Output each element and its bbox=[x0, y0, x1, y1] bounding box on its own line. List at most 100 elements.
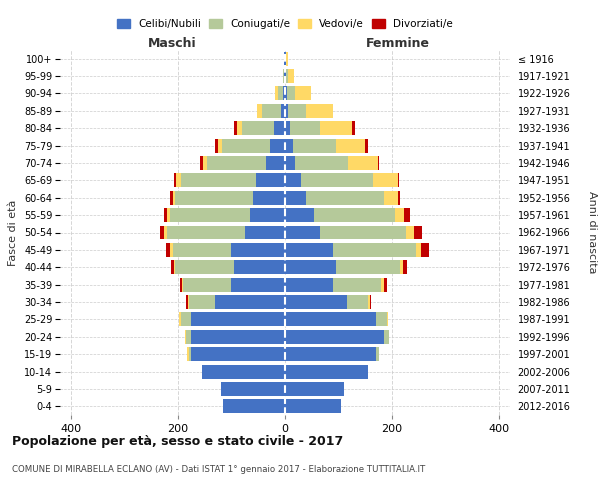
Bar bbox=[403, 260, 407, 274]
Text: Maschi: Maschi bbox=[148, 37, 197, 50]
Bar bbox=[270, 138, 285, 152]
Legend: Celibi/Nubili, Coniugati/e, Vedovi/e, Divorziati/e: Celibi/Nubili, Coniugati/e, Vedovi/e, Di… bbox=[117, 18, 453, 29]
Bar bbox=[262, 104, 281, 118]
Bar bbox=[368, 295, 370, 309]
Bar bbox=[290, 122, 320, 135]
Bar bbox=[188, 347, 191, 361]
Bar bbox=[286, 52, 287, 66]
Bar bbox=[284, 69, 285, 83]
Bar bbox=[333, 278, 382, 291]
Text: Popolazione per età, sesso e stato civile - 2017: Popolazione per età, sesso e stato civil… bbox=[12, 435, 343, 448]
Bar bbox=[187, 347, 188, 361]
Bar bbox=[176, 174, 181, 188]
Text: COMUNE DI MIRABELLA ECLANO (AV) - Dati ISTAT 1° gennaio 2017 - Elaborazione TUTT: COMUNE DI MIRABELLA ECLANO (AV) - Dati I… bbox=[12, 465, 425, 474]
Bar bbox=[285, 208, 314, 222]
Bar bbox=[416, 243, 421, 257]
Bar bbox=[170, 243, 173, 257]
Bar bbox=[284, 52, 285, 66]
Y-axis label: Fasce di età: Fasce di età bbox=[8, 200, 19, 266]
Bar bbox=[287, 104, 307, 118]
Bar bbox=[186, 330, 191, 344]
Bar bbox=[170, 208, 250, 222]
Bar bbox=[287, 69, 294, 83]
Bar bbox=[320, 122, 352, 135]
Bar bbox=[376, 347, 379, 361]
Bar bbox=[175, 260, 234, 274]
Bar bbox=[333, 243, 416, 257]
Bar bbox=[314, 208, 395, 222]
Bar bbox=[285, 104, 287, 118]
Bar bbox=[398, 174, 399, 188]
Bar bbox=[223, 400, 285, 413]
Bar bbox=[295, 156, 348, 170]
Bar bbox=[348, 156, 377, 170]
Bar bbox=[293, 138, 336, 152]
Bar bbox=[404, 208, 410, 222]
Bar bbox=[370, 295, 371, 309]
Bar bbox=[285, 278, 333, 291]
Bar bbox=[283, 69, 284, 83]
Bar bbox=[253, 191, 285, 204]
Bar bbox=[173, 260, 175, 274]
Bar bbox=[179, 312, 181, 326]
Bar bbox=[191, 347, 285, 361]
Bar bbox=[173, 243, 232, 257]
Bar bbox=[181, 174, 256, 188]
Bar bbox=[421, 243, 428, 257]
Bar bbox=[181, 312, 191, 326]
Bar bbox=[285, 191, 307, 204]
Bar bbox=[307, 104, 333, 118]
Bar bbox=[373, 174, 398, 188]
Bar bbox=[245, 226, 285, 239]
Bar bbox=[406, 226, 413, 239]
Bar bbox=[336, 138, 365, 152]
Bar bbox=[285, 312, 376, 326]
Bar bbox=[281, 104, 285, 118]
Bar bbox=[285, 226, 320, 239]
Bar bbox=[191, 312, 285, 326]
Bar bbox=[208, 156, 266, 170]
Bar bbox=[182, 278, 183, 291]
Bar bbox=[266, 156, 285, 170]
Bar bbox=[285, 243, 333, 257]
Bar bbox=[398, 191, 400, 204]
Bar bbox=[347, 295, 368, 309]
Bar bbox=[283, 86, 285, 101]
Bar bbox=[307, 191, 384, 204]
Y-axis label: Anni di nascita: Anni di nascita bbox=[587, 191, 597, 274]
Bar bbox=[200, 156, 203, 170]
Bar bbox=[287, 86, 295, 101]
Bar bbox=[384, 278, 387, 291]
Bar bbox=[175, 191, 253, 204]
Bar bbox=[256, 174, 285, 188]
Bar bbox=[232, 243, 285, 257]
Bar bbox=[413, 226, 422, 239]
Bar bbox=[285, 69, 286, 83]
Bar bbox=[285, 347, 376, 361]
Bar bbox=[164, 226, 167, 239]
Bar bbox=[285, 174, 301, 188]
Bar bbox=[301, 174, 373, 188]
Bar bbox=[221, 382, 285, 396]
Bar bbox=[286, 69, 287, 83]
Bar bbox=[384, 330, 389, 344]
Bar bbox=[171, 260, 173, 274]
Bar bbox=[185, 330, 186, 344]
Bar bbox=[285, 86, 287, 101]
Bar bbox=[167, 226, 245, 239]
Bar bbox=[232, 278, 285, 291]
Bar bbox=[285, 382, 344, 396]
Bar bbox=[188, 295, 215, 309]
Bar bbox=[218, 138, 222, 152]
Bar bbox=[274, 122, 285, 135]
Bar bbox=[285, 364, 368, 378]
Bar bbox=[295, 86, 311, 101]
Bar bbox=[336, 260, 400, 274]
Bar bbox=[237, 122, 242, 135]
Bar bbox=[215, 295, 285, 309]
Bar bbox=[166, 243, 170, 257]
Text: Femmine: Femmine bbox=[365, 37, 430, 50]
Bar bbox=[234, 122, 237, 135]
Bar bbox=[384, 191, 398, 204]
Bar bbox=[387, 312, 388, 326]
